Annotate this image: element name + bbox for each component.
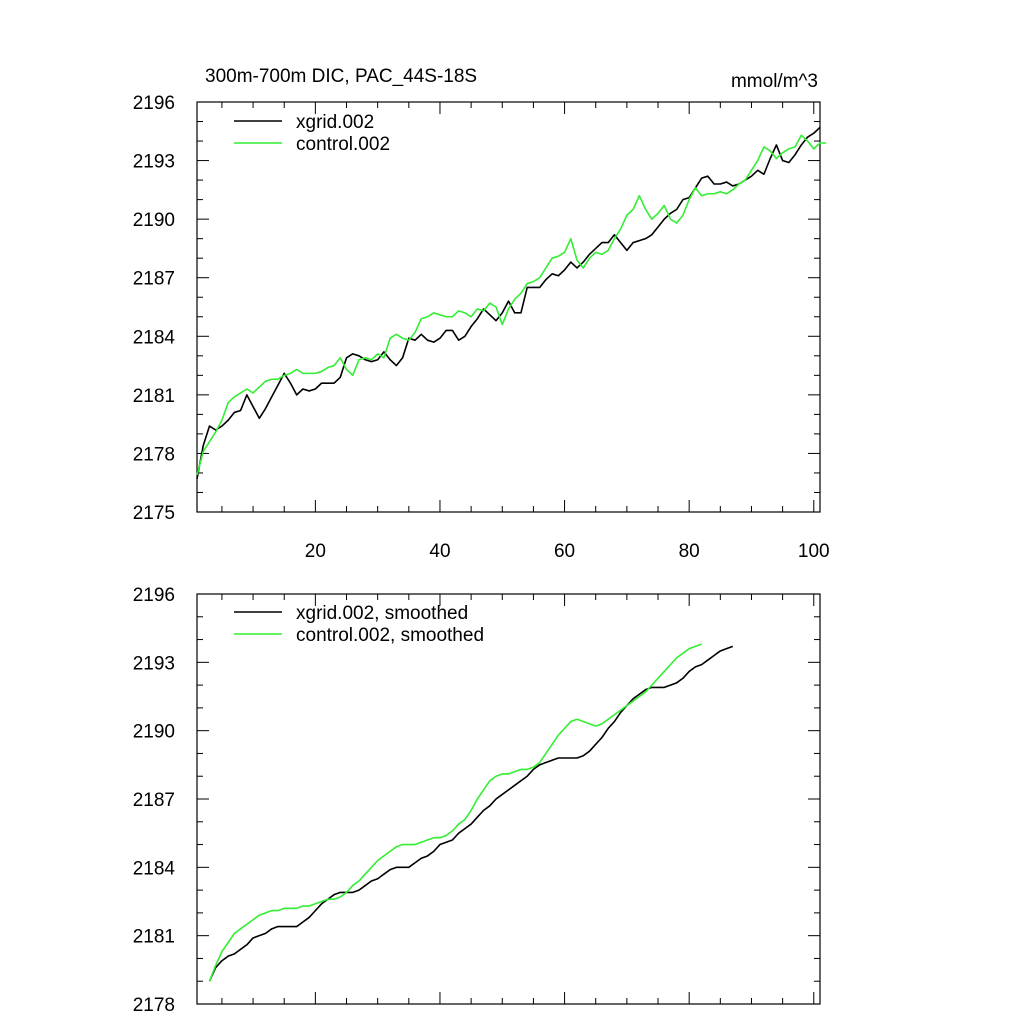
x-tick-label: 60 bbox=[554, 541, 575, 562]
top-panel: 300m-700m DIC, PAC_44S-18S mmol/m^3 2175… bbox=[133, 66, 830, 562]
y-tick-label: 2193 bbox=[133, 152, 175, 173]
y-tick-label: 2196 bbox=[133, 93, 175, 114]
units-label: mmol/m^3 bbox=[731, 71, 818, 92]
y-tick-label: 2184 bbox=[133, 858, 176, 879]
legend-label: xgrid.002 bbox=[296, 112, 374, 133]
y-tick-label: 2178 bbox=[133, 444, 175, 465]
x-tick-label: 80 bbox=[679, 541, 700, 562]
y-tick-label: 2181 bbox=[133, 386, 175, 407]
y-tick-label: 2178 bbox=[133, 995, 175, 1016]
y-tick-label: 2187 bbox=[133, 790, 175, 811]
y-tick-label: 2175 bbox=[133, 503, 175, 524]
legend-label: control.002, smoothed bbox=[296, 625, 484, 646]
x-tick-label: 100 bbox=[798, 541, 830, 562]
series-line-1 bbox=[208, 643, 702, 982]
series-line-0 bbox=[208, 645, 734, 982]
series-line-0 bbox=[196, 126, 821, 479]
chart-title: 300m-700m DIC, PAC_44S-18S bbox=[205, 66, 477, 87]
y-tick-label: 2181 bbox=[133, 927, 175, 948]
x-tick-label: 20 bbox=[305, 541, 326, 562]
y-tick-label: 2196 bbox=[133, 585, 175, 606]
y-tick-label: 2190 bbox=[133, 210, 175, 231]
y-tick-label: 2187 bbox=[133, 269, 175, 290]
y-tick-label: 2190 bbox=[133, 722, 175, 743]
legend-label: xgrid.002, smoothed bbox=[296, 603, 468, 624]
bottom-panel: 2178 2181 2184 2187 2190 2193 2196 xgrid.002, s… bbox=[133, 585, 821, 1016]
x-tick-label: 40 bbox=[429, 541, 450, 562]
y-tick-label: 2184 bbox=[133, 327, 176, 348]
y-tick-label: 2193 bbox=[133, 653, 175, 674]
legend-label: control.002 bbox=[296, 134, 390, 155]
plot-frame bbox=[196, 593, 821, 1005]
plot-frame bbox=[196, 101, 821, 513]
series-line-1 bbox=[196, 134, 827, 476]
